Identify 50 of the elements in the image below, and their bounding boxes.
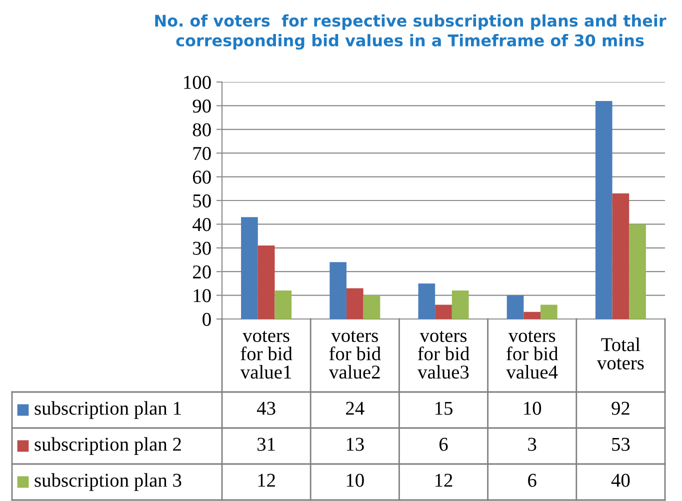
bar	[452, 290, 469, 319]
bar	[629, 224, 646, 319]
data-label: 10	[524, 402, 542, 415]
bar	[524, 312, 541, 319]
y-tick-label: 100	[184, 76, 211, 89]
y-tick-label: 10	[194, 289, 211, 302]
y-tick-label: 90	[192, 100, 211, 113]
bar	[595, 100, 612, 319]
data-label: 43	[256, 402, 276, 415]
data-label: 53	[612, 438, 630, 451]
data-label: 92	[612, 402, 630, 415]
y-tick-label: 50	[193, 194, 211, 208]
x-tick-label: voters for bid value3	[418, 330, 470, 379]
bar	[241, 217, 258, 319]
legend-label: subscription plan 3	[34, 473, 182, 491]
data-label: 12	[435, 474, 452, 487]
y-tick-label: 70	[193, 146, 211, 160]
bar	[346, 288, 364, 319]
y-tick-label: 40	[192, 218, 211, 232]
data-label: 12	[258, 474, 275, 487]
chart-title: No. of voters for respective subscription plans and their corresponding bid values in a Timeframe of 30 mins	[155, 14, 666, 50]
x-tick-label: Total voters	[596, 338, 644, 370]
data-label: 6	[528, 474, 536, 487]
bar	[363, 295, 380, 319]
x-tick-label: voters for bid value4	[506, 330, 558, 379]
data-label: 3	[528, 438, 536, 451]
bar	[418, 283, 436, 319]
bar	[435, 304, 452, 319]
bar	[274, 290, 292, 319]
y-tick-label: 0	[202, 312, 211, 326]
data-label: 6	[439, 438, 448, 451]
x-tick-label: voters for bid value2	[328, 330, 381, 379]
legend-label: subscription plan 2	[34, 437, 181, 455]
bar	[506, 295, 524, 319]
x-tick-label: voters for bid value1	[240, 330, 292, 379]
y-tick-label: 80	[192, 123, 211, 136]
data-label: 24	[346, 402, 364, 415]
y-tick-label: 20	[192, 265, 211, 279]
y-tick-label: 60	[192, 170, 211, 184]
data-label: 31	[258, 438, 275, 451]
y-tick-label: 30	[193, 242, 211, 255]
data-label: 10	[346, 474, 364, 487]
legend-label: subscription plan 1	[34, 401, 181, 419]
data-label: 13	[346, 438, 364, 451]
bar	[330, 262, 346, 319]
bar	[612, 193, 630, 319]
bar	[540, 304, 558, 319]
data-label: 40	[611, 474, 630, 487]
bar	[258, 246, 275, 319]
data-label: 15	[435, 402, 452, 415]
